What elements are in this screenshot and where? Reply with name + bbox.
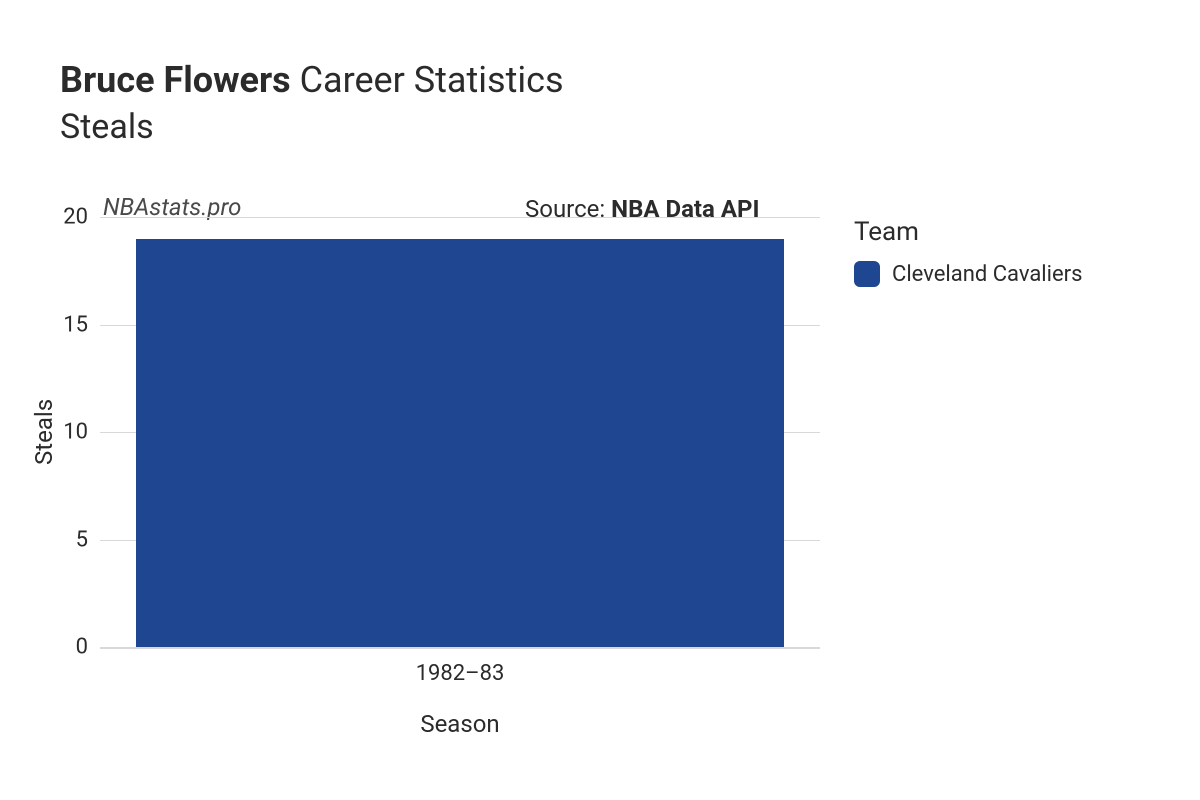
legend-title: Team — [854, 217, 1082, 247]
x-tick-label: 1982–83 — [416, 661, 505, 686]
player-name: Bruce Flowers — [60, 59, 291, 101]
legend-label: Cleveland Cavaliers — [892, 262, 1082, 287]
chart-subtitle: Steals — [60, 107, 564, 147]
chart-title-block: Bruce Flowers Career Statistics Steals — [60, 58, 564, 147]
chart-title: Bruce Flowers Career Statistics — [60, 58, 564, 103]
x-axis-title: Season — [420, 710, 499, 738]
legend: Team Cleveland Cavaliers — [854, 217, 1082, 287]
legend-swatch — [854, 261, 880, 287]
y-tick-label: 0 — [76, 635, 88, 660]
y-tick-label: 5 — [76, 527, 88, 552]
baseline — [100, 647, 820, 649]
legend-item: Cleveland Cavaliers — [854, 261, 1082, 287]
y-tick-label: 15 — [63, 312, 88, 337]
gridline — [100, 217, 820, 218]
title-suffix: Career Statistics — [300, 59, 564, 101]
bar — [136, 239, 784, 648]
y-axis-title: Steals — [30, 399, 58, 465]
y-tick-label: 20 — [63, 205, 88, 230]
legend-items: Cleveland Cavaliers — [854, 261, 1082, 287]
y-tick-label: 10 — [63, 420, 88, 445]
chart-container: Bruce Flowers Career Statistics Steals N… — [0, 0, 1200, 800]
plot-area: 051015201982–83 — [100, 217, 820, 647]
